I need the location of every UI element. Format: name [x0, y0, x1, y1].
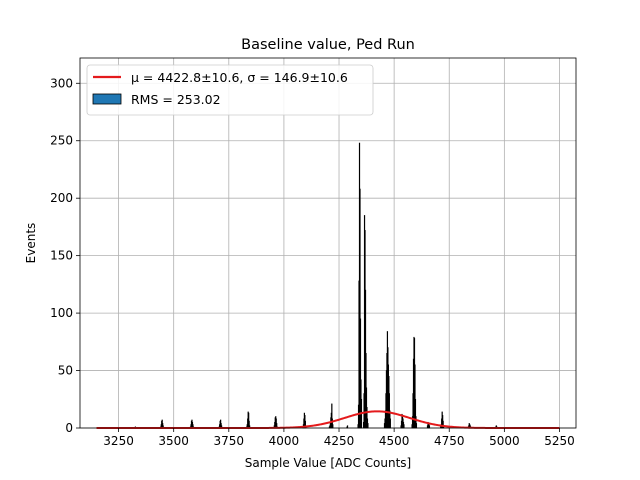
y-tick-label: 50 — [58, 364, 73, 378]
x-tick-label: 3250 — [103, 434, 134, 448]
y-tick-label: 300 — [50, 76, 73, 90]
y-tick-label: 150 — [50, 249, 73, 263]
x-tick-label: 3750 — [214, 434, 245, 448]
y-tick-label: 200 — [50, 191, 73, 205]
legend-histogram-label: RMS = 253.02 — [131, 92, 221, 107]
y-tick-label: 250 — [50, 134, 73, 148]
gaussian-fit-curve — [96, 410, 560, 429]
plot-area-frame — [79, 57, 577, 429]
x-axis-ticks: 3250 3500 3750 4000 4250 4500 4750 5000 5250 — [103, 428, 575, 448]
x-tick-label: 4250 — [324, 434, 355, 448]
x-tick-label: 4500 — [379, 434, 410, 448]
x-tick-label: 5250 — [544, 434, 575, 448]
histogram-bar — [332, 424, 334, 429]
gaussian-fit — [96, 410, 560, 429]
x-tick-label: 4000 — [269, 434, 300, 448]
x-tick-label: 3500 — [158, 434, 189, 448]
y-tick-label: 0 — [65, 421, 73, 435]
histogram-bar — [367, 423, 369, 429]
x-tick-label: 4750 — [434, 434, 465, 448]
histogram-bars — [134, 142, 498, 429]
legend: μ = 4422.8±10.6, σ = 146.9±10.6 RMS = 25… — [86, 64, 374, 116]
grid-lines — [80, 58, 576, 429]
x-axis-label: Sample Value [ADC Counts] — [245, 456, 411, 470]
chart-title: Baseline value, Ped Run — [241, 37, 415, 53]
x-tick-label: 5000 — [489, 434, 520, 448]
histogram-bar — [389, 418, 391, 429]
legend-box — [86, 64, 374, 116]
legend-fit-label: μ = 4422.8±10.6, σ = 146.9±10.6 — [131, 70, 348, 85]
legend-histogram-patch — [92, 93, 122, 105]
y-axis-label: Events — [24, 223, 38, 264]
histogram-bar — [415, 423, 418, 429]
y-axis-ticks: 0 50 100 150 200 250 300 — [50, 76, 80, 435]
y-tick-label: 100 — [50, 306, 73, 320]
histogram-bar — [403, 424, 405, 429]
